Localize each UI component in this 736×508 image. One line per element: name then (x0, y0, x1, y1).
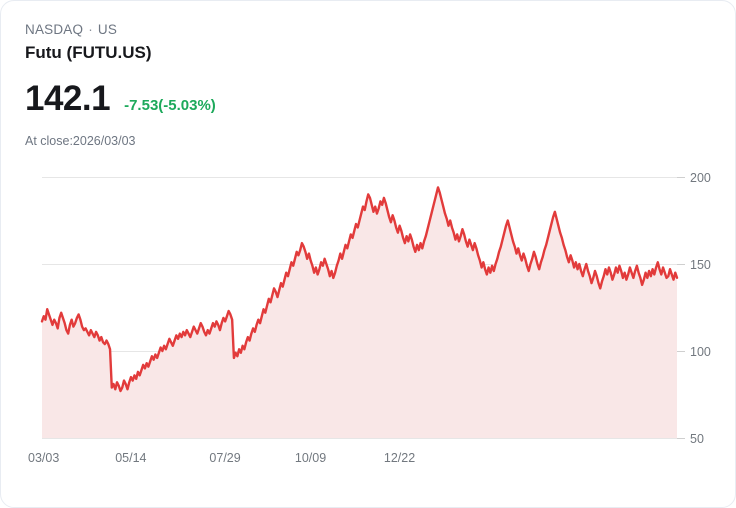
x-axis-tick-label: 10/09 (295, 451, 326, 465)
y-axis-tick-label: 150 (690, 258, 711, 272)
exchange-region-row: NASDAQ · US (25, 21, 625, 39)
market-status-note: At close:2026/03/03 (25, 134, 136, 148)
x-axis-labels: 03/03 05/14 07/29 10/09 12/22 (28, 451, 415, 465)
x-axis-tick-label: 12/22 (384, 451, 415, 465)
y-axis-labels: 200 150 100 50 (690, 171, 711, 446)
exchange-separator: · (88, 22, 93, 37)
price-chart-svg: 200 150 100 50 03/03 05/14 07/29 10/09 12/22 (28, 171, 711, 465)
last-price: 142.1 (25, 79, 111, 118)
y-axis-tick-label: 50 (690, 432, 704, 446)
x-axis-tick-label: 07/29 (209, 451, 240, 465)
region-label: US (97, 22, 118, 37)
quote-header: NASDAQ · US Futu (FUTU.US) 142.1 -7.53(-5.… (25, 21, 625, 149)
price-chart[interactable]: 200 150 100 50 03/03 05/14 07/29 10/09 12/22 (1, 161, 735, 481)
price-line (40, 186, 679, 393)
price-change: -7.53(-5.03%) (124, 97, 216, 114)
x-axis-tick-label: 03/03 (28, 451, 59, 465)
exchange-label: NASDAQ (25, 22, 84, 37)
x-axis-tick-label: 05/14 (115, 451, 146, 465)
chart-tickmarks (677, 177, 685, 439)
price-row: 142.1 -7.53(-5.03%) (25, 79, 625, 119)
y-axis-tick-label: 100 (690, 345, 711, 359)
y-axis-tick-label: 200 (690, 171, 711, 185)
page-title: Futu (FUTU.US) (25, 43, 152, 62)
